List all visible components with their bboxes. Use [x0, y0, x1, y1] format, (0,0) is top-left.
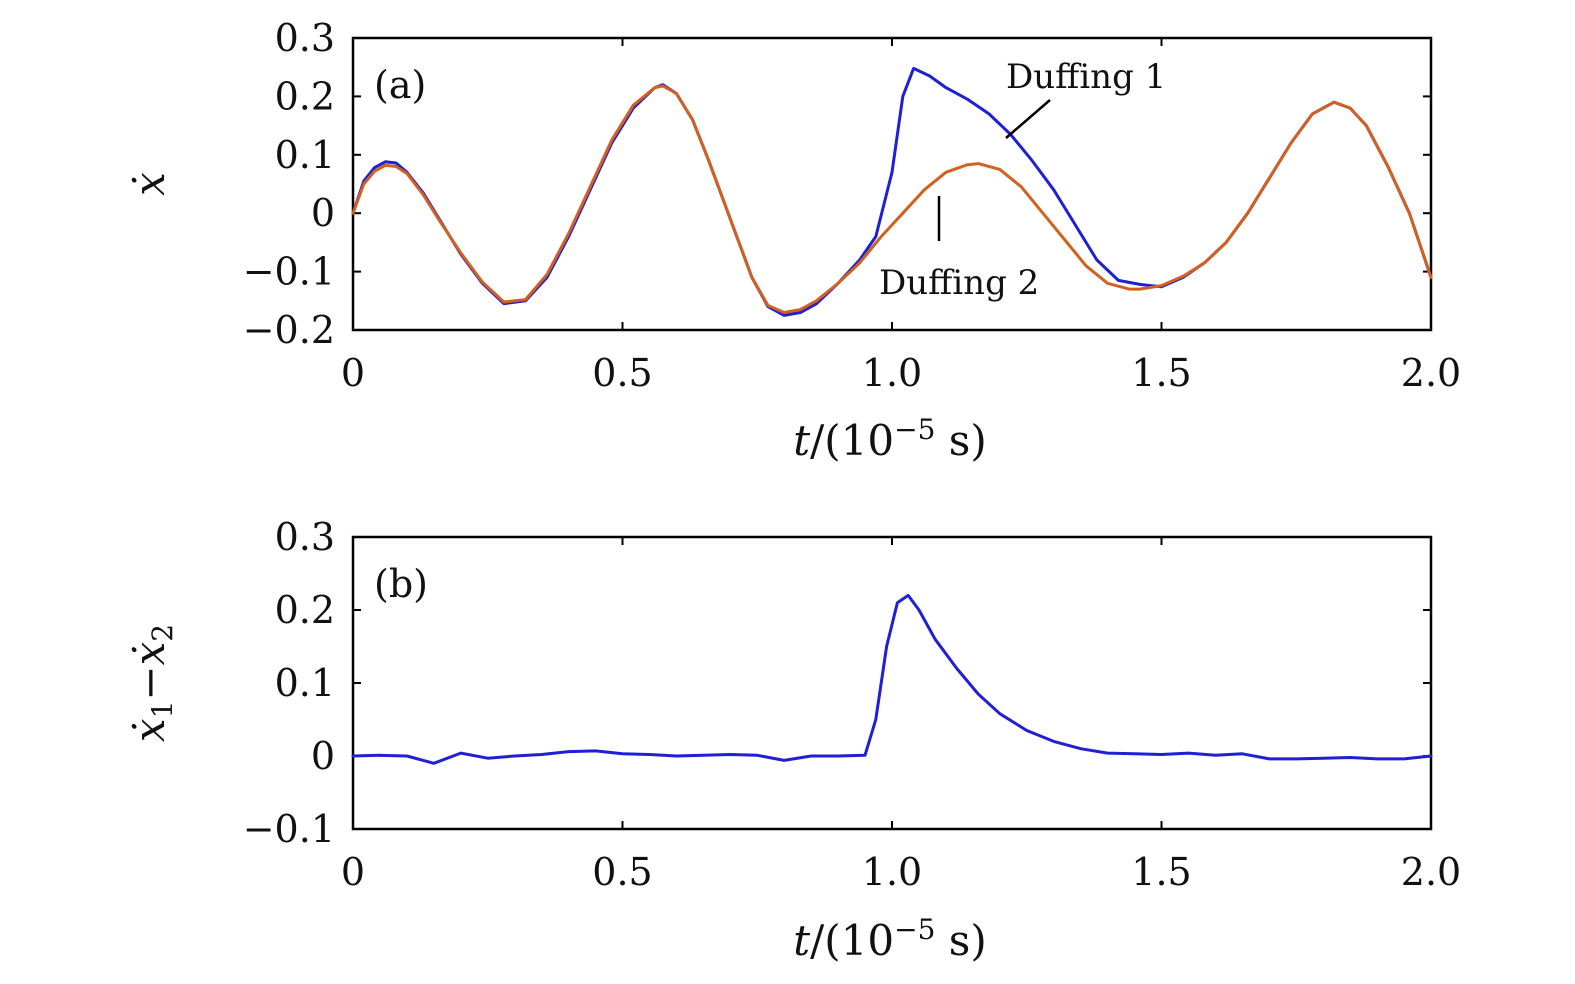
x-tick-label-a-1: 0.5 [592, 351, 652, 395]
y-tick-label-a-5: 0.3 [275, 16, 335, 60]
legend-label-duffing-1: Duffing 1 [1006, 57, 1166, 97]
y-axis-title-a-text: ẋ [125, 172, 174, 196]
y-axis-title-b-minus: − [125, 665, 174, 700]
ticks-a [352, 37, 1432, 331]
x-axis-title-a: t/(10−5 s) [793, 413, 986, 465]
leader-line-duffing-1 [1005, 99, 1051, 139]
x-tick-label-b-3: 1.5 [1131, 850, 1191, 894]
x-axis-title-b-rest: /(10 [810, 916, 894, 965]
x-tick-label-a-4: 2.0 [1401, 351, 1461, 395]
x-tick-label-a-3: 1.5 [1131, 351, 1191, 395]
ticks-b [352, 536, 1432, 830]
tick-labels-b: 0 0.5 1.0 1.5 2.0−0.100.10.20.3 [243, 515, 1462, 894]
y-axis-title-a: ẋ [125, 172, 174, 196]
panel-label-a: (a) [374, 63, 426, 107]
y-tick-label-b-1: 0 [311, 734, 335, 778]
y-tick-label-b-4: 0.3 [275, 515, 335, 559]
y-tick-label-a-2: 0 [311, 191, 335, 235]
legend-label-duffing-2: Duffing 2 [879, 263, 1039, 303]
series-b [351, 593, 1433, 765]
y-axis-title-b-sub1: 1 [146, 701, 179, 719]
y-tick-label-a-0: −0.2 [243, 308, 335, 352]
series-line-b-1 [351, 593, 1433, 765]
x-axis-title-a-unit: s) [935, 416, 986, 465]
panel-label-b: (b) [374, 562, 428, 606]
series-a [351, 66, 1433, 317]
x-axis-title-a-t: t [793, 416, 810, 465]
x-tick-label-a-2: 1.0 [862, 351, 922, 395]
y-tick-label-b-0: −0.1 [243, 807, 335, 851]
x-axis-title-a-rest: /(10 [810, 416, 894, 465]
x-tick-label-b-4: 2.0 [1401, 850, 1461, 894]
x-axis-title-b-t: t [793, 916, 810, 965]
x-tick-label-b-0: 0 [341, 850, 365, 894]
y-axis-title-b: ẋ1−ẋ2 [125, 624, 179, 742]
y-axis-title-b-sub2: 2 [146, 624, 179, 642]
y-axis-title-b-main2: ẋ [125, 641, 174, 665]
x-axis-title-b: t/(10−5 s) [793, 913, 986, 965]
y-tick-label-a-4: 0.2 [275, 74, 335, 118]
x-axis-title-a-exp: −5 [894, 413, 935, 446]
y-tick-label-b-2: 0.1 [275, 661, 335, 705]
panel-a: 0 0.5 1.0 1.5 2.0 −0.2 −0.1 0 0.1 0.2 0.3 (a) Duff… [125, 16, 1461, 465]
x-axis-title-b-unit: s) [935, 916, 986, 965]
y-axis-title-b-main: ẋ [125, 718, 174, 742]
x-axis-title-b-exp: −5 [894, 913, 935, 946]
x-tick-label-b-2: 1.0 [862, 850, 922, 894]
x-tick-label-a-0: 0 [341, 351, 365, 395]
tick-labels-a: 0 0.5 1.0 1.5 2.0 −0.2 −0.1 0 0.1 0.2 0.3 [243, 16, 1462, 395]
series-line-a-2 [351, 84, 1433, 314]
y-tick-label-b-3: 0.2 [275, 588, 335, 632]
panel-b: 0 0.5 1.0 1.5 2.0−0.100.10.20.3 (b) ẋ1−ẋ2 t/… [125, 515, 1461, 965]
y-tick-label-a-1: −0.1 [243, 250, 335, 294]
plot-frame-b [351, 535, 1433, 831]
y-tick-label-a-3: 0.1 [275, 133, 335, 177]
x-tick-label-b-1: 0.5 [592, 850, 652, 894]
